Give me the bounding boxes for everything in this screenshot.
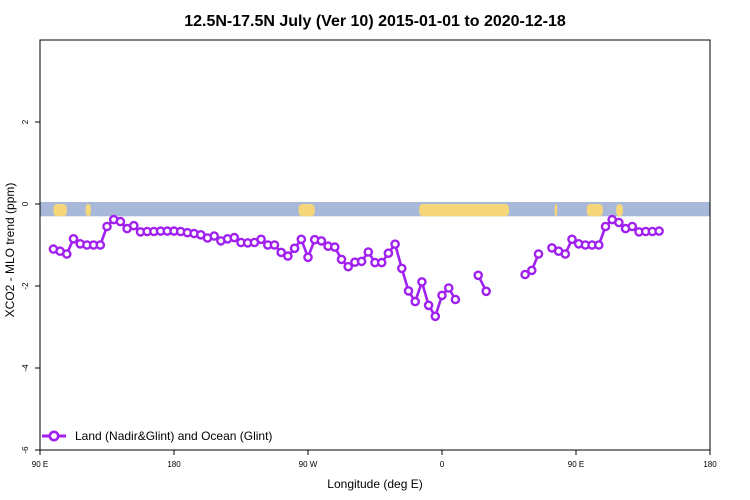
data-point — [443, 283, 454, 293]
legend-marker-swatch — [48, 430, 60, 442]
data-point — [95, 240, 106, 250]
data-point — [329, 242, 340, 252]
data-point — [410, 296, 421, 307]
data-point — [481, 286, 492, 297]
data-point — [303, 252, 313, 263]
data-point — [363, 247, 374, 257]
map-strip — [40, 201, 710, 217]
legend: Land (Nadir&Glint) and Ocean (Glint) — [42, 429, 272, 443]
data-layer — [48, 214, 664, 322]
x-tick-label: 90 W — [299, 460, 318, 469]
ocean-band — [40, 201, 710, 217]
land-patch — [53, 203, 67, 217]
data-point — [229, 232, 240, 243]
x-tick-label: 180 — [703, 460, 717, 469]
data-point — [390, 239, 400, 249]
data-point — [209, 231, 219, 241]
data-point — [527, 265, 537, 276]
data-point — [336, 254, 347, 265]
data-point — [430, 311, 441, 322]
x-tick-label: 0 — [440, 460, 445, 469]
data-point — [533, 249, 544, 259]
data-point — [437, 290, 447, 301]
x-axis: 90 E 180 90 W 0 90 E 180 — [32, 450, 717, 469]
plot-frame — [39, 39, 711, 451]
data-point — [396, 263, 407, 274]
data-point — [403, 286, 414, 296]
data-point — [115, 216, 126, 227]
data-point — [62, 249, 72, 259]
data-point — [627, 221, 638, 232]
y-tick-label: -2 — [21, 282, 30, 290]
data-point — [560, 249, 571, 259]
data-point — [128, 220, 139, 231]
data-point — [594, 240, 604, 250]
plot-area — [39, 39, 711, 451]
chart-title: 12.5N-17.5N July (Ver 10) 2015-01-01 to … — [184, 13, 566, 30]
data-point — [296, 234, 307, 245]
data-point — [654, 226, 664, 236]
data-point — [289, 243, 300, 254]
y-tick-label: -4 — [21, 364, 30, 372]
data-point — [520, 269, 530, 280]
data-point — [423, 300, 434, 311]
legend-label: Land (Nadir&Glint) and Ocean (Glint) — [75, 429, 272, 443]
data-point — [102, 221, 112, 232]
data-point — [383, 248, 394, 258]
data-point — [473, 270, 484, 281]
y-tick-label: 0 — [21, 201, 30, 206]
data-point — [316, 236, 327, 246]
data-point — [343, 261, 354, 272]
land-patch — [586, 203, 603, 217]
data-point — [417, 277, 427, 287]
x-tick-label: 90 E — [568, 460, 584, 469]
data-point — [567, 234, 577, 245]
land-patch — [298, 203, 315, 217]
x-tick-label: 90 E — [32, 460, 48, 469]
y-axis-label: XCO2 - MLO trend (ppm) — [3, 183, 17, 318]
data-point — [376, 257, 387, 268]
land-patch — [85, 203, 91, 217]
series-line — [53, 218, 457, 318]
data-point — [269, 240, 280, 250]
land-patch — [554, 203, 558, 217]
land-patch — [616, 203, 623, 217]
data-point — [283, 251, 293, 261]
x-tick-label: 180 — [167, 460, 181, 469]
y-tick-label: -6 — [21, 446, 30, 454]
x-axis-label: Longitude (deg E) — [327, 477, 422, 491]
data-point — [68, 233, 79, 244]
y-tick-label: 2 — [21, 119, 30, 124]
y-axis: -6 -4 -2 0 2 — [21, 119, 40, 454]
data-point — [600, 221, 611, 232]
data-point — [614, 217, 624, 228]
data-point — [356, 256, 367, 267]
data-point — [276, 247, 287, 258]
data-point — [450, 294, 461, 305]
data-point — [256, 234, 266, 245]
land-patch — [419, 203, 509, 217]
